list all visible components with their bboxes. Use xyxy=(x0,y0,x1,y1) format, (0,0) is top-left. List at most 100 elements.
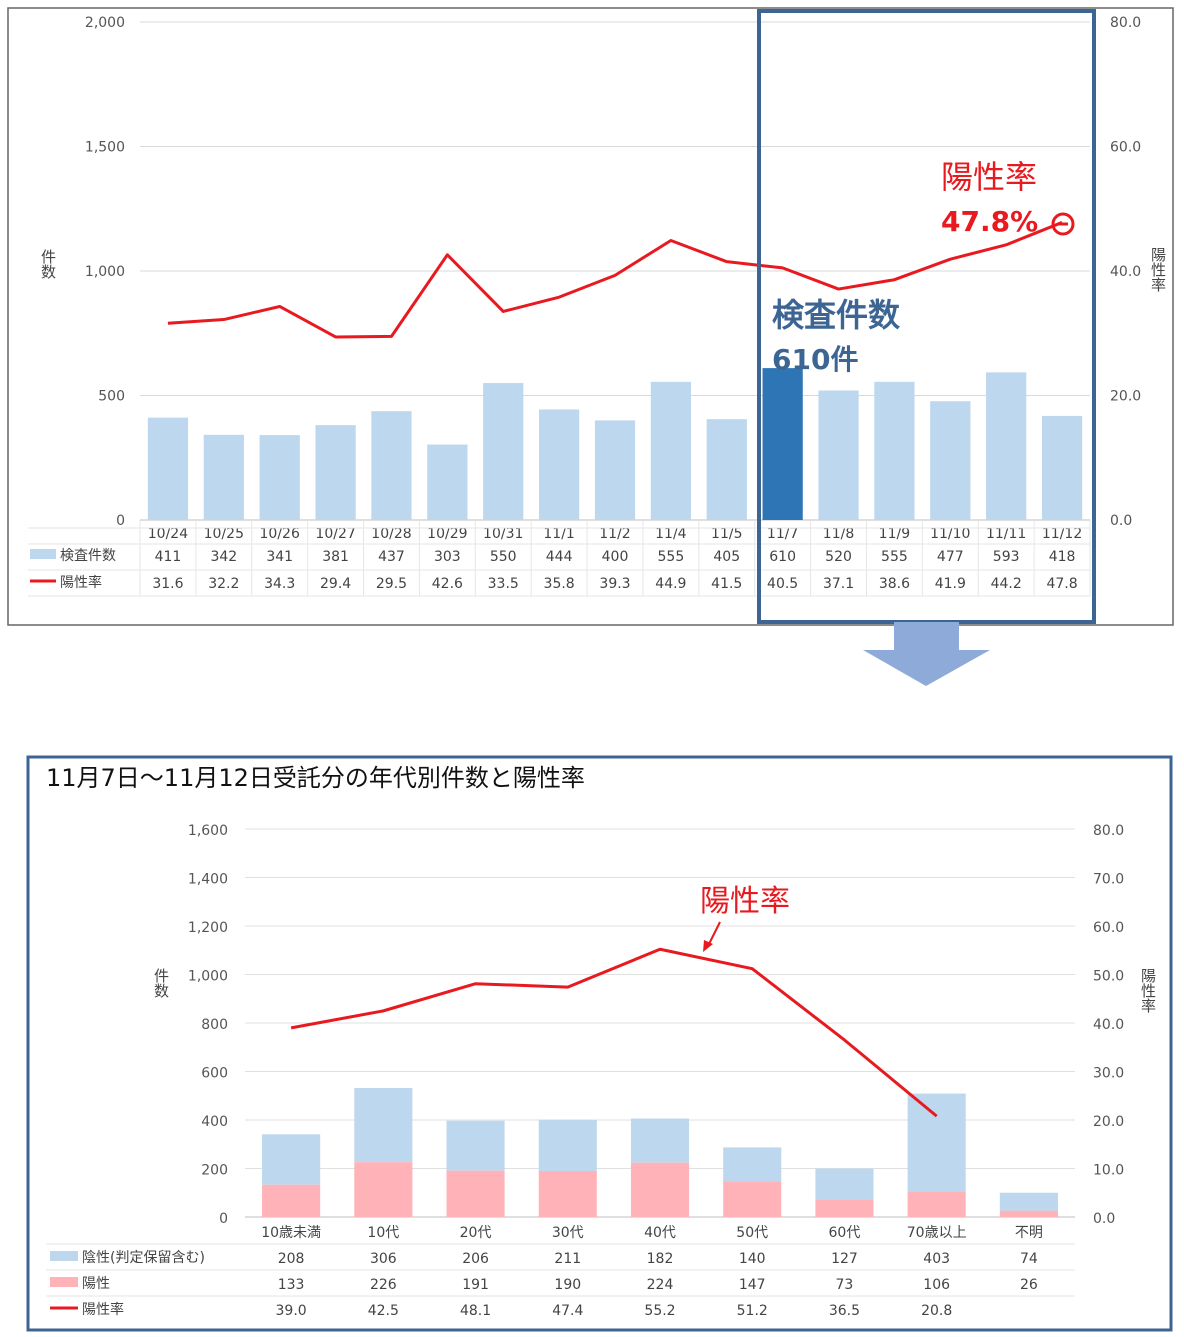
bottom-category-label: 20代 xyxy=(460,1225,492,1241)
top-count-cell: 610 xyxy=(769,549,796,565)
top-category-label: 10/29 xyxy=(427,526,467,542)
bottom-negative-cell: 182 xyxy=(647,1251,674,1267)
top-bar xyxy=(874,381,915,520)
bottom-legend-pos-label: 陽性 xyxy=(82,1276,110,1292)
bottom-bar-negative xyxy=(630,1118,690,1163)
bottom-positive-cell: 73 xyxy=(836,1277,854,1293)
top-rate-cell: 37.1 xyxy=(823,576,854,592)
bottom-rate-cell: 39.0 xyxy=(276,1303,307,1319)
bottom-ytick-label: 200 xyxy=(201,1163,228,1179)
bottom-annotation-arrowhead-icon xyxy=(703,940,713,952)
bottom-positive-cell: 106 xyxy=(923,1277,950,1293)
top-category-label: 10/31 xyxy=(483,526,523,542)
bottom-negative-cell: 140 xyxy=(739,1251,766,1267)
top-count-cell: 381 xyxy=(322,549,349,565)
bottom-positive-cell: 226 xyxy=(370,1277,397,1293)
top-rate-cell: 31.6 xyxy=(152,576,183,592)
top-y2tick-label: 60.0 xyxy=(1110,140,1141,156)
top-category-label: 11/11 xyxy=(986,526,1026,542)
top-rate-cell: 44.2 xyxy=(991,576,1022,592)
bottom-ytick-label: 1,600 xyxy=(188,823,228,839)
top-bar xyxy=(594,420,636,520)
bottom-positive-cell: 190 xyxy=(554,1277,581,1293)
top-bar xyxy=(706,419,747,520)
top-category-label: 11/5 xyxy=(711,526,742,542)
bottom-rate-cell: 48.1 xyxy=(460,1303,491,1319)
top-bar xyxy=(315,425,356,520)
top-y2label: 陽性率 xyxy=(1149,247,1167,292)
top-rate-cell: 47.8 xyxy=(1046,576,1077,592)
top-rate-cell: 41.9 xyxy=(935,576,966,592)
top-ytick-label: 500 xyxy=(98,389,125,405)
bottom-y2tick-label: 60.0 xyxy=(1093,920,1124,936)
top-ytick-label: 0 xyxy=(116,513,125,529)
top-rate-cell: 44.9 xyxy=(655,576,686,592)
bottom-legend-line-label: 陽性率 xyxy=(82,1301,124,1318)
top-bar xyxy=(259,435,300,520)
bottom-y2tick-label: 20.0 xyxy=(1093,1114,1124,1130)
bottom-y2tick-label: 10.0 xyxy=(1093,1163,1124,1179)
top-count-cell: 411 xyxy=(155,549,182,565)
top-bar xyxy=(483,383,524,520)
bottom-bar-negative xyxy=(999,1192,1058,1211)
bottom-ytick-label: 800 xyxy=(201,1017,228,1033)
top-category-label: 11/1 xyxy=(543,526,574,542)
bottom-y2tick-label: 50.0 xyxy=(1093,969,1124,985)
bottom-y2tick-label: 80.0 xyxy=(1093,823,1124,839)
top-category-label: 11/10 xyxy=(930,526,970,542)
top-bar xyxy=(762,368,803,520)
top-count-cell: 477 xyxy=(937,549,964,565)
bottom-legend-pos-swatch xyxy=(50,1277,78,1287)
top-rate-line xyxy=(167,221,1063,339)
bottom-bar-positive xyxy=(262,1184,321,1217)
bottom-chart-border xyxy=(26,755,1173,1332)
top-category-label: 11/12 xyxy=(1042,526,1082,542)
top-count-cell: 555 xyxy=(881,549,908,565)
bottom-bar-negative xyxy=(538,1119,597,1171)
top-y2tick-label: 80.0 xyxy=(1110,15,1141,31)
top-right-axis-ticks: 80.0 60.0 40.0 20.0 0.0 xyxy=(1110,15,1141,529)
top-annotation-count-label: 検査件数 xyxy=(772,296,901,334)
bottom-legend-neg-swatch xyxy=(50,1251,78,1261)
top-bar xyxy=(650,381,691,520)
top-category-label: 10/28 xyxy=(371,526,411,542)
bottom-bar-negative xyxy=(354,1087,413,1163)
bottom-bars xyxy=(262,1087,1058,1217)
top-y2tick-label: 0.0 xyxy=(1110,513,1132,529)
top-category-label: 11/8 xyxy=(823,526,854,542)
top-rate-cell: 33.5 xyxy=(488,576,519,592)
top-rate-cell: 40.5 xyxy=(767,576,798,592)
bottom-bar-negative xyxy=(446,1120,505,1171)
top-bar xyxy=(818,390,859,520)
top-rate-cell: 32.2 xyxy=(208,576,239,592)
top-category-label: 11/9 xyxy=(879,526,910,542)
bottom-chart-title: 11月7日～11月12日受託分の年代別件数と陽性率 xyxy=(46,764,585,792)
bottom-bar-negative xyxy=(907,1093,966,1192)
bottom-bar-positive xyxy=(630,1162,690,1217)
bottom-category-label: 不明 xyxy=(1015,1225,1043,1241)
bottom-bar-negative xyxy=(262,1134,321,1185)
top-category-label: 10/24 xyxy=(148,526,188,542)
top-count-cell: 437 xyxy=(378,549,405,565)
top-legend-line-label: 陽性率 xyxy=(60,574,102,591)
top-bar xyxy=(986,372,1027,520)
top-rate-cell: 35.8 xyxy=(544,576,575,592)
top-chart-border xyxy=(7,7,1174,626)
top-category-label: 11/7 xyxy=(767,526,798,542)
top-annotation-count-value: 610件 xyxy=(772,343,858,376)
top-category-label: 10/25 xyxy=(204,526,244,542)
top-count-cell: 444 xyxy=(546,549,573,565)
top-category-label: 10/26 xyxy=(260,526,300,542)
down-arrow-icon xyxy=(863,650,990,686)
bottom-annotation-rate-label: 陽性率 xyxy=(700,884,790,919)
top-category-label: 11/2 xyxy=(599,526,630,542)
bottom-positive-cell: 191 xyxy=(462,1277,489,1293)
top-bar xyxy=(371,411,412,520)
bottom-rate-cell: 55.2 xyxy=(644,1303,675,1319)
bottom-ytick-label: 600 xyxy=(201,1066,228,1082)
bottom-bar-positive xyxy=(907,1191,966,1217)
top-rate-cell: 41.5 xyxy=(711,576,742,592)
bottom-negative-cell: 74 xyxy=(1020,1251,1038,1267)
top-count-cell: 303 xyxy=(434,549,461,565)
bottom-bar-negative xyxy=(815,1168,874,1200)
